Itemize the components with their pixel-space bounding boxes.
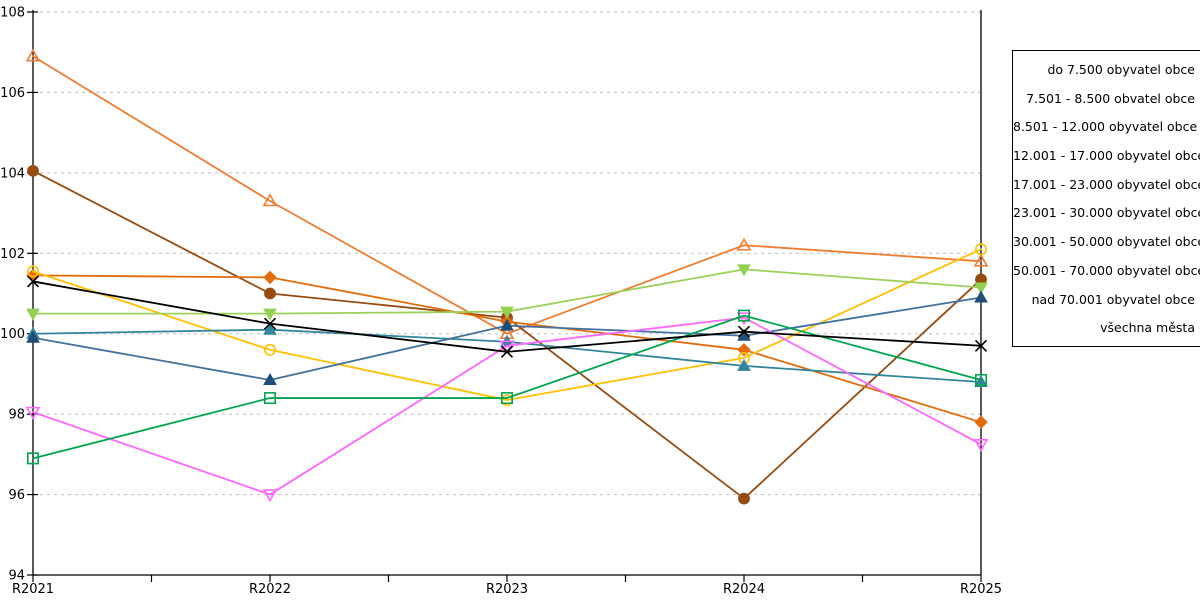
marker-diamond — [263, 270, 277, 285]
marker-triangle-up — [737, 358, 751, 371]
legend-item: 8.501 - 12.000 obyvatel obce — [1013, 119, 1198, 135]
y-axis-label: 94 — [8, 569, 25, 584]
legend-item: 30.001 - 50.000 obyvatel obce — [1013, 234, 1200, 250]
marker-triangle-down — [499, 340, 515, 354]
marker-triangle-down — [500, 306, 514, 319]
marker-triangle-up — [974, 374, 988, 387]
marker-circle — [27, 164, 39, 177]
marker-x — [974, 339, 988, 352]
marker-triangle-up — [26, 330, 40, 343]
legend: do 7.500 obyvatel obce 7.501 - 8.500 obva… — [1012, 50, 1200, 347]
y-axis-label: 100 — [0, 327, 25, 342]
marker-circle — [264, 287, 276, 300]
marker-circle — [738, 492, 750, 505]
marker-square — [26, 452, 39, 465]
marker-x — [26, 275, 40, 288]
marker-square — [263, 392, 276, 405]
marker-triangle-down — [737, 264, 751, 277]
series-line — [32, 169, 982, 500]
legend-item: všechna města — [1100, 320, 1195, 336]
marker-circle — [974, 243, 987, 256]
x-axis-label: R2022 — [249, 582, 291, 597]
x-axis-label: R2021 — [12, 582, 54, 597]
marker-triangle-down — [26, 308, 40, 321]
marker-triangle-down — [262, 489, 278, 503]
series-line — [32, 248, 982, 401]
marker-triangle-down — [736, 312, 752, 326]
x-axis-label: R2024 — [723, 582, 765, 597]
marker-triangle-up — [500, 318, 514, 331]
y-axis-label: 102 — [0, 247, 25, 262]
marker-triangle-up — [25, 48, 41, 62]
marker-triangle-up — [973, 253, 989, 267]
marker-triangle-up — [736, 237, 752, 251]
legend-item: 7.501 - 8.500 obvatel obce — [1026, 90, 1195, 106]
series-4 — [26, 264, 988, 321]
marker-square — [500, 392, 513, 405]
series-6 — [26, 290, 988, 385]
series-0 — [25, 48, 989, 340]
y-axis-label: 106 — [0, 86, 25, 101]
legend-item: nad 70.001 obyvatel obce — [1031, 291, 1195, 307]
series-line — [32, 316, 982, 496]
marker-circle — [26, 265, 39, 278]
marker-triangle-up — [974, 290, 988, 303]
marker-square — [974, 373, 987, 386]
marker-x — [500, 345, 514, 358]
marker-diamond — [974, 415, 988, 429]
y-axis-label: 108 — [0, 6, 25, 21]
series-9 — [26, 275, 988, 358]
legend-item: 50.001 - 70.000 obyvatel obce — [1013, 262, 1200, 278]
x-axis-label: R2025 — [960, 582, 1002, 597]
y-axis-label: 104 — [0, 166, 25, 181]
marker-triangle-up — [263, 322, 277, 335]
x-axis-label: R2023 — [486, 582, 528, 597]
legend-item: do 7.500 obyvatel obce — [1047, 62, 1195, 77]
marker-triangle-down — [25, 406, 41, 420]
y-axis-label: 98 — [8, 408, 25, 423]
marker-circle — [263, 343, 276, 356]
marker-triangle-up — [262, 193, 278, 207]
marker-square — [737, 309, 750, 322]
marker-triangle-up — [263, 372, 277, 385]
series-1 — [27, 164, 987, 505]
series-7 — [25, 312, 989, 503]
series-2 — [26, 268, 988, 429]
marker-triangle-down — [973, 439, 989, 452]
marker-triangle-down — [974, 282, 988, 295]
marker-x — [737, 325, 751, 338]
marker-x — [263, 317, 277, 330]
series-line — [32, 55, 982, 335]
axes: 94 96 98 100 102 104 106 108 R2021 R2022 R2023 R202… — [0, 6, 1002, 598]
legend-item: 12.001 - 17.000 obyvatel obce — [1013, 148, 1200, 164]
marker-triangle-down — [263, 308, 277, 321]
legend-item: 23.001 - 30.000 obyvatel obce — [1013, 205, 1200, 221]
y-axis-label: 96 — [8, 488, 25, 503]
legend-item: 17.001 - 23.000 obyvatel obce — [1013, 176, 1200, 192]
